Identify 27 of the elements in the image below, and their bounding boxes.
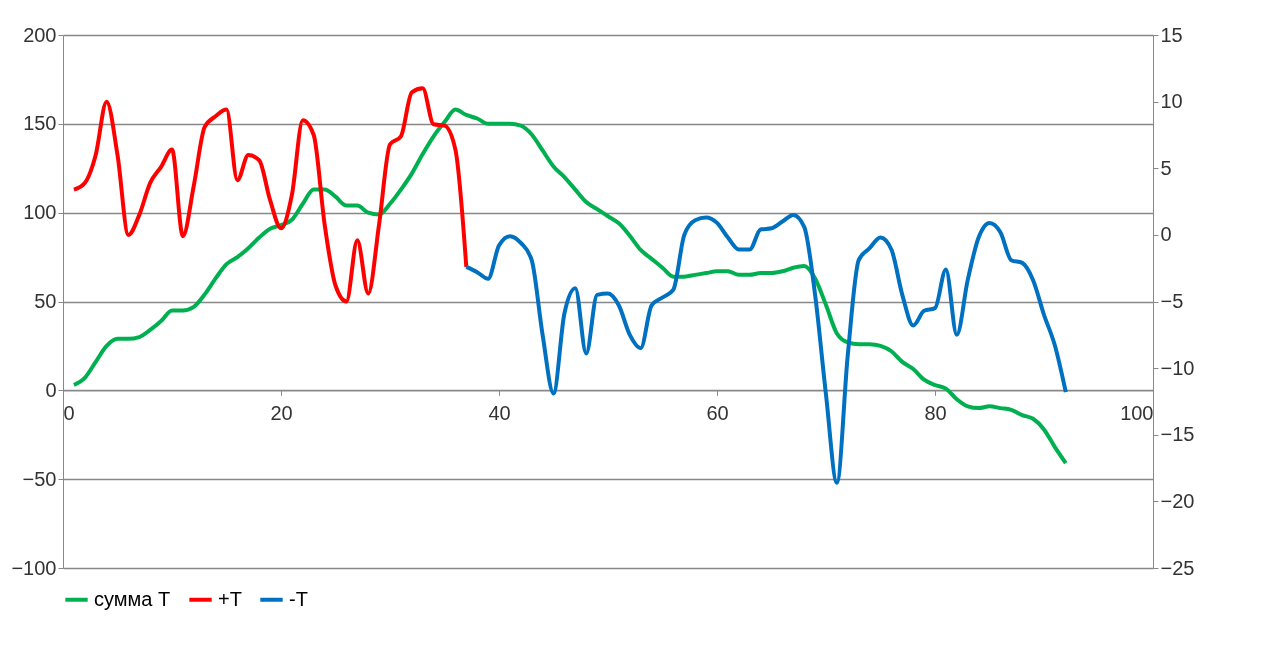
y2-tick-label: 0 (1160, 223, 1172, 246)
y2-tick-label: 10 (1160, 90, 1183, 113)
y2-tick-label: −15 (1160, 423, 1195, 446)
y2-tick-label: 5 (1160, 156, 1172, 179)
y2-tick-label: −5 (1160, 290, 1184, 312)
y-tick-label: 0 (45, 378, 57, 401)
y-tick-label: 200 (23, 23, 57, 46)
line-series (71, 86, 469, 304)
legend-label: сумма T (94, 587, 171, 610)
x-tick-label: 40 (488, 401, 511, 424)
line-series (464, 212, 1068, 485)
x-tick-label: 20 (270, 401, 293, 424)
y-tick-label: 50 (34, 290, 57, 312)
y-tick-label: 150 (23, 112, 57, 135)
y2-tick-label: −20 (1160, 489, 1195, 512)
legend-label: +T (218, 587, 242, 610)
x-tick-label: 60 (706, 401, 729, 424)
y-tick-label: 100 (23, 201, 57, 224)
x-tick-label: 0 (63, 401, 75, 424)
x-tick-label: 80 (924, 401, 947, 424)
y2-tick-label: 15 (1160, 23, 1183, 46)
x-tick-label: 100 (1120, 401, 1154, 424)
y-tick-label: −100 (11, 556, 57, 579)
legend-label: -T (289, 587, 308, 610)
y2-tick-label: −25 (1160, 556, 1195, 579)
y2-tick-label: −10 (1160, 356, 1195, 379)
y-tick-label: −50 (22, 467, 57, 490)
